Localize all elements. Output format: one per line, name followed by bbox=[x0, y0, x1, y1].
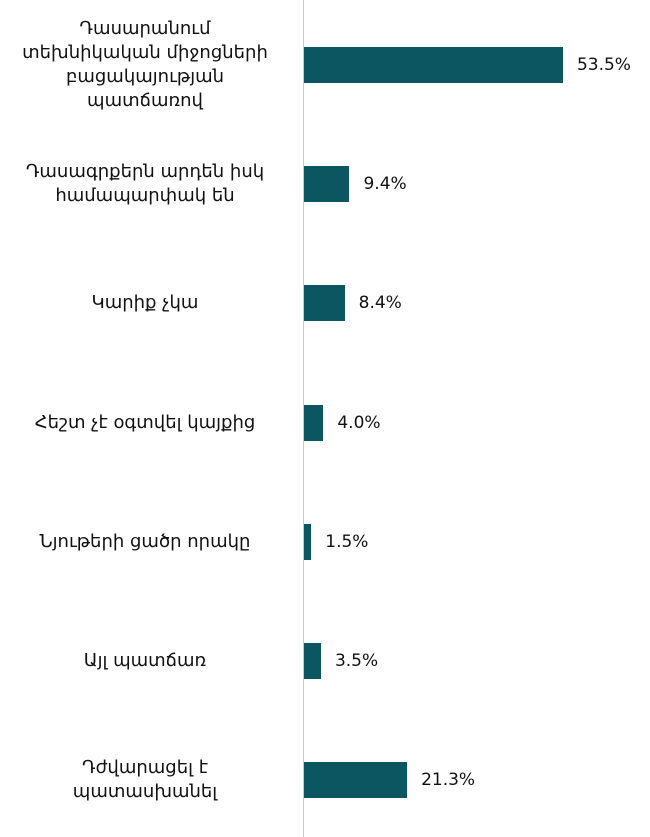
category-label: Հեշտ չէ օգտվել կայքից bbox=[34, 411, 256, 433]
value-label: 1.5% bbox=[325, 531, 369, 552]
category-label: Դասագրքերն արդեն իսկ համապարփակ են bbox=[25, 161, 265, 207]
bar bbox=[304, 404, 324, 441]
value-label: 53.5% bbox=[576, 55, 631, 75]
category-label: Դժվարացել է պատասխանել bbox=[72, 757, 218, 803]
value-label: 3.5% bbox=[334, 651, 379, 671]
bar bbox=[304, 47, 563, 83]
axis-line bbox=[303, 0, 304, 837]
category-label: Դասարանում տեխնիկական միջոցների բացակայո… bbox=[22, 18, 268, 111]
bar bbox=[304, 523, 312, 560]
category-label: Այլ պատճառ bbox=[83, 650, 207, 671]
bar bbox=[304, 166, 350, 203]
category-label: Նյութերի ցածր որակը bbox=[39, 530, 251, 552]
bar bbox=[304, 285, 345, 322]
value-label: 4.0% bbox=[337, 412, 381, 433]
value-label: 8.4% bbox=[358, 293, 402, 314]
category-label: Կարիք չկա bbox=[91, 292, 199, 314]
bar bbox=[304, 762, 408, 799]
value-label: 9.4% bbox=[363, 174, 407, 195]
bar bbox=[304, 643, 321, 679]
value-label: 21.3% bbox=[421, 770, 476, 791]
